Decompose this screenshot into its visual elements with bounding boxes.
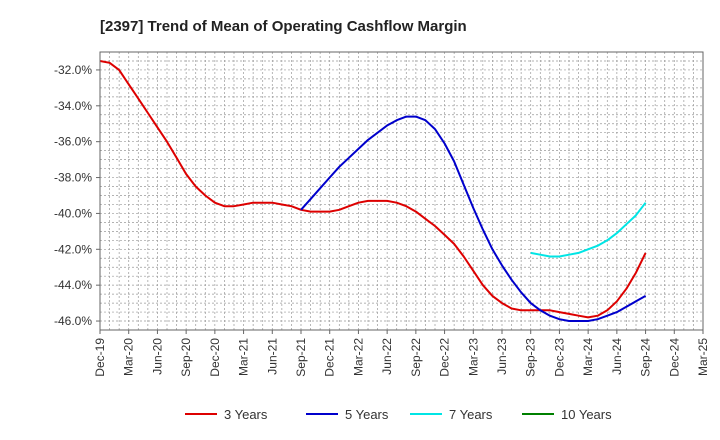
y-tick-label: -32.0% <box>54 63 92 77</box>
legend: 3 Years 5 Years 7 Years 10 Years <box>185 407 612 422</box>
x-tick-label: Mar-21 <box>237 338 251 376</box>
series-line-2 <box>300 115 647 322</box>
x-tick-label: Mar-24 <box>581 338 595 376</box>
x-tick-label: Dec-24 <box>667 338 681 377</box>
x-tick-label: Sep-23 <box>524 338 538 377</box>
x-tick-label: Mar-23 <box>466 338 480 376</box>
x-tick-label: Mar-20 <box>122 338 136 376</box>
x-tick-label: Dec-22 <box>438 338 452 377</box>
legend-label-2: 5 Years <box>345 407 389 422</box>
x-tick-label: Jun-21 <box>265 338 279 375</box>
legend-label-1: 3 Years <box>224 407 268 422</box>
series-line-1 <box>99 60 647 319</box>
y-tick-label: -44.0% <box>54 278 92 292</box>
x-tick-label: Sep-20 <box>179 338 193 377</box>
series-line-3 <box>530 202 647 258</box>
x-tick-label: Jun-20 <box>150 338 164 375</box>
plot-background <box>100 52 703 330</box>
legend-label-4: 10 Years <box>561 407 612 422</box>
x-tick-label: Mar-25 <box>696 338 710 376</box>
x-tick-label: Jun-22 <box>380 338 394 375</box>
x-tick-label: Mar-22 <box>351 338 365 376</box>
x-tick-label: Sep-24 <box>639 338 653 377</box>
legend-label-3: 7 Years <box>449 407 493 422</box>
x-tick-label: Jun-23 <box>495 338 509 375</box>
chart-title: [2397] Trend of Mean of Operating Cashfl… <box>100 18 467 35</box>
y-tick-label: -42.0% <box>54 242 92 256</box>
x-tick-label: Sep-22 <box>409 338 423 377</box>
y-tick-label: -40.0% <box>54 206 92 220</box>
x-tick-label: Jun-24 <box>610 338 624 375</box>
plot-area <box>99 51 704 331</box>
x-tick-label: Dec-23 <box>552 338 566 377</box>
y-tick-label: -38.0% <box>54 171 92 185</box>
x-tick-label: Dec-21 <box>323 338 337 377</box>
x-tick-label: Dec-20 <box>208 338 222 377</box>
y-tick-label: -36.0% <box>54 135 92 149</box>
y-tick-label: -46.0% <box>54 314 92 328</box>
x-tick-label: Dec-19 <box>93 338 107 377</box>
x-tick-label: Sep-21 <box>294 338 308 377</box>
y-tick-label: -34.0% <box>54 99 92 113</box>
